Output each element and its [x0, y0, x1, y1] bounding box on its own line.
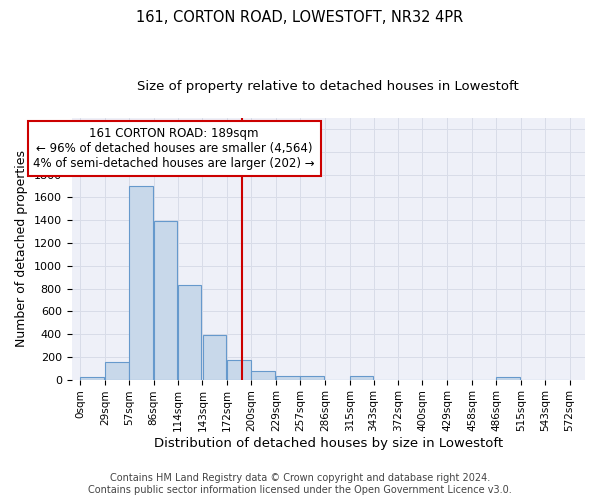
- Text: Contains HM Land Registry data © Crown copyright and database right 2024.
Contai: Contains HM Land Registry data © Crown c…: [88, 474, 512, 495]
- Bar: [496, 378, 520, 380]
- Bar: [80, 378, 104, 380]
- Bar: [129, 186, 152, 380]
- Bar: [154, 222, 178, 380]
- Bar: [105, 362, 128, 380]
- Bar: [350, 376, 373, 380]
- Title: Size of property relative to detached houses in Lowestoft: Size of property relative to detached ho…: [137, 80, 519, 93]
- Text: 161, CORTON ROAD, LOWESTOFT, NR32 4PR: 161, CORTON ROAD, LOWESTOFT, NR32 4PR: [136, 10, 464, 25]
- Text: 161 CORTON ROAD: 189sqm
← 96% of detached houses are smaller (4,564)
4% of semi-: 161 CORTON ROAD: 189sqm ← 96% of detache…: [34, 127, 315, 170]
- Bar: [300, 376, 324, 380]
- Bar: [178, 284, 202, 380]
- X-axis label: Distribution of detached houses by size in Lowestoft: Distribution of detached houses by size …: [154, 437, 503, 450]
- Bar: [203, 335, 226, 380]
- Bar: [276, 376, 300, 380]
- Bar: [227, 360, 251, 380]
- Bar: [251, 371, 275, 380]
- Y-axis label: Number of detached properties: Number of detached properties: [15, 150, 28, 347]
